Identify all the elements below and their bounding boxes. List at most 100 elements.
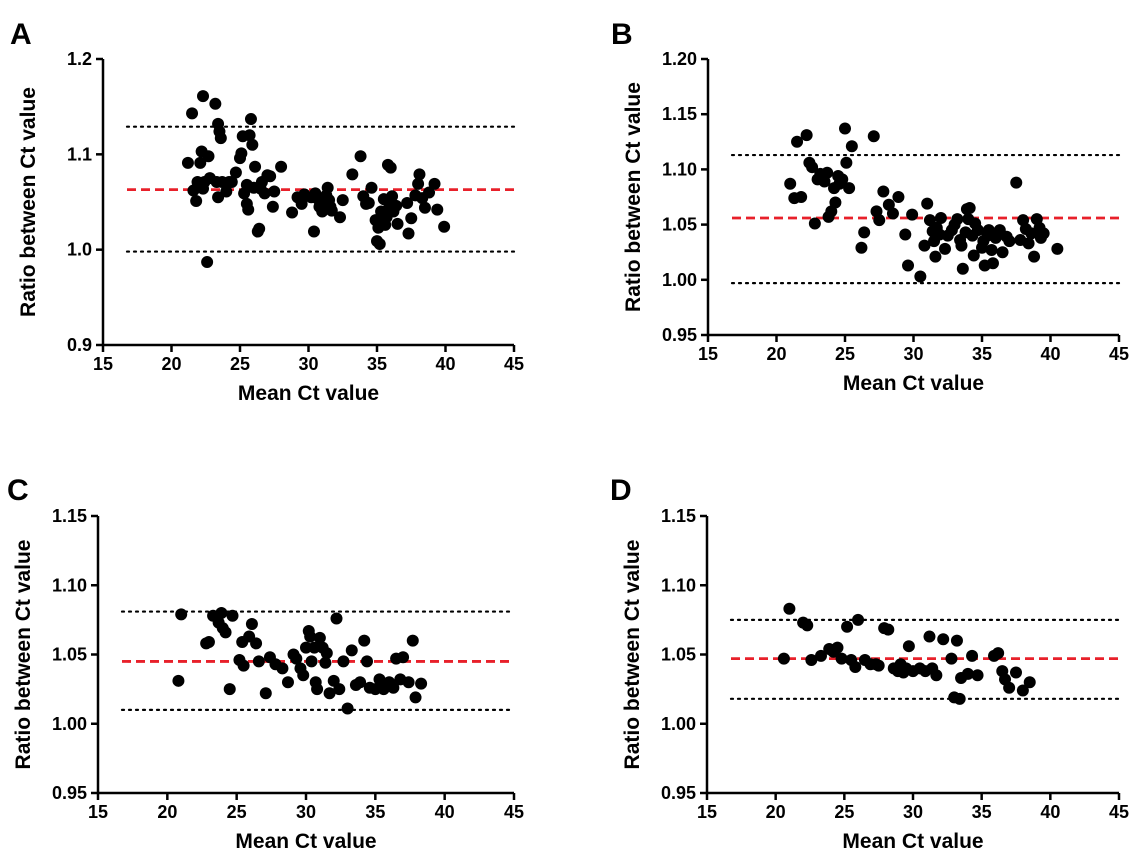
- data-point: [950, 634, 963, 647]
- data-point: [202, 636, 215, 649]
- data-point: [806, 161, 819, 174]
- x-tick-label: 30: [903, 344, 923, 364]
- x-tick-label: 20: [157, 802, 177, 822]
- data-point: [902, 259, 915, 272]
- data-point: [955, 239, 968, 252]
- x-tick-label: 15: [88, 802, 108, 822]
- x-tick-label: 20: [766, 802, 786, 822]
- data-point: [354, 150, 367, 163]
- x-axis-title: Mean Ct value: [238, 382, 379, 405]
- y-tick-label: 1.05: [662, 215, 697, 235]
- data-point: [201, 256, 214, 269]
- data-point: [1010, 666, 1022, 679]
- data-point: [319, 656, 332, 669]
- data-point: [963, 202, 976, 215]
- data-point: [855, 241, 868, 254]
- data-point: [226, 609, 239, 622]
- x-tick-label: 25: [835, 344, 855, 364]
- data-point: [784, 177, 797, 190]
- y-tick-label: 1.00: [662, 270, 697, 290]
- data-point: [814, 649, 827, 662]
- data-point: [246, 138, 259, 151]
- data-point: [836, 173, 849, 186]
- chart-panel-d: D 15 20 25 30 35 40 45 0.95 1.00 1.05 1.10 1.15 Mean …: [610, 474, 1129, 853]
- data-point: [1016, 684, 1029, 697]
- data-point: [966, 649, 979, 662]
- data-point: [390, 199, 403, 212]
- data-point: [996, 246, 1009, 259]
- data-point: [323, 687, 336, 700]
- data-point: [413, 168, 426, 181]
- y-axis-title: Ratio between Ct value: [12, 540, 35, 770]
- data-point: [886, 207, 899, 220]
- data-point: [841, 620, 854, 633]
- data-point: [219, 626, 232, 639]
- panel-letter: A: [10, 18, 32, 51]
- data-point: [971, 669, 984, 682]
- y-tick-label: 1.2: [67, 49, 92, 69]
- data-point: [214, 132, 227, 145]
- x-tick-label: 15: [697, 802, 717, 822]
- data-point: [882, 623, 895, 636]
- y-tick-label: 1.10: [662, 159, 697, 179]
- data-point: [358, 634, 371, 647]
- data-point: [215, 606, 228, 619]
- data-point: [1037, 227, 1050, 240]
- data-point: [937, 633, 950, 646]
- data-point: [268, 185, 281, 198]
- data-point: [223, 683, 236, 696]
- data-point: [295, 197, 308, 210]
- data-point: [266, 200, 279, 213]
- data-point: [325, 204, 338, 217]
- data-point: [849, 660, 862, 673]
- data-point: [362, 196, 375, 209]
- data-point: [409, 691, 422, 704]
- data-point: [791, 135, 804, 148]
- data-point: [867, 130, 880, 143]
- data-point: [341, 702, 354, 715]
- x-tick-label: 40: [435, 802, 455, 822]
- y-tick-label: 1.00: [52, 714, 87, 734]
- data-point: [321, 181, 334, 194]
- data-point: [252, 655, 265, 668]
- chart-panel-b: B 15 20 25 30 35 40 45 0.95 1.00 1.05 1.10 1.15 1.20 M…: [611, 18, 1129, 395]
- data-point: [276, 662, 289, 675]
- data-point: [402, 676, 415, 689]
- data-point: [873, 214, 886, 227]
- y-tick-label: 1.05: [661, 645, 696, 665]
- x-tick-label: 15: [698, 344, 718, 364]
- data-point: [297, 669, 310, 682]
- x-tick-label: 30: [298, 354, 318, 374]
- data-point: [412, 177, 425, 190]
- data-point: [308, 641, 321, 654]
- y-tick-label: 1.05: [52, 645, 87, 665]
- data-point: [951, 213, 964, 226]
- y-axis-title: Ratio between Ct value: [621, 540, 644, 770]
- x-tick-label: 40: [1040, 802, 1060, 822]
- data-point: [305, 655, 318, 668]
- x-tick-label: 15: [93, 354, 113, 374]
- data-point: [982, 224, 995, 237]
- data-point: [300, 641, 312, 654]
- data-point: [858, 226, 871, 239]
- y-tick-label: 1.00: [661, 714, 696, 734]
- y-tick-label: 1.15: [661, 506, 696, 526]
- data-point: [1051, 242, 1064, 255]
- data-point: [1003, 681, 1016, 694]
- data-point: [258, 187, 271, 200]
- data-point: [369, 683, 382, 696]
- x-tick-label: 35: [972, 344, 992, 364]
- data-point: [334, 211, 347, 224]
- data-point: [423, 186, 436, 199]
- data-point: [194, 156, 207, 169]
- data-point: [930, 669, 943, 682]
- data-point: [801, 619, 814, 632]
- data-point: [361, 655, 374, 668]
- x-tick-label: 45: [1109, 802, 1129, 822]
- data-point: [330, 612, 343, 625]
- x-tick-label: 30: [296, 802, 316, 822]
- data-point: [264, 170, 277, 183]
- chart-panel-a: A 15 20 25 30 35 40 45 0.9 1.0 1.1 1.2 Mean Ct value…: [10, 18, 524, 405]
- data-point: [225, 175, 238, 188]
